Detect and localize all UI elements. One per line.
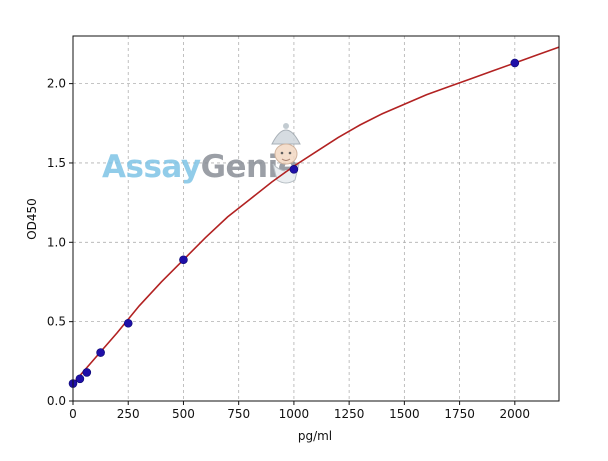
x-tick-label: 750 (227, 407, 250, 421)
y-tick-label: 2.0 (47, 77, 66, 91)
y-tick-label: 0.5 (47, 315, 66, 329)
x-tick-label: 2000 (500, 407, 531, 421)
x-tick-label: 0 (69, 407, 77, 421)
x-tick-label: 500 (172, 407, 195, 421)
y-tick-label: 1.5 (47, 156, 66, 170)
y-tick-label: 0.0 (47, 394, 66, 408)
plot-frame (72, 35, 560, 402)
data-point (289, 165, 299, 174)
axes (72, 35, 560, 402)
x-tick-label: 1250 (334, 407, 365, 421)
x-tick-label: 1750 (444, 407, 475, 421)
data-point (510, 58, 520, 68)
x-axis-label: pg/ml (298, 429, 332, 443)
y-axis-label: OD450 (25, 198, 39, 240)
data-points-layer (68, 58, 520, 388)
fit-curve-line (72, 46, 560, 385)
data-point (75, 374, 85, 384)
watermark-text: AssayGenie (102, 149, 298, 185)
data-point (82, 368, 92, 377)
y-tick-label: 1.0 (47, 235, 66, 249)
genie-mascot-icon (271, 123, 301, 184)
watermark-text-part1: Assay (102, 149, 201, 185)
x-tick-label: 1000 (279, 407, 310, 421)
data-point (96, 348, 105, 357)
x-tick-label: 250 (117, 407, 140, 421)
assaygenie-watermark: AssayGenie (102, 123, 301, 185)
tick-labels: 0 250 500 750 1000 1250 1500 1750 2000 0.0 0.5 1.0 1… (47, 77, 530, 421)
x-tick-label: 1500 (389, 407, 420, 421)
data-point (123, 318, 133, 328)
fit-curve-layer (72, 46, 560, 385)
data-point (179, 255, 188, 265)
grid-lines (72, 36, 559, 402)
